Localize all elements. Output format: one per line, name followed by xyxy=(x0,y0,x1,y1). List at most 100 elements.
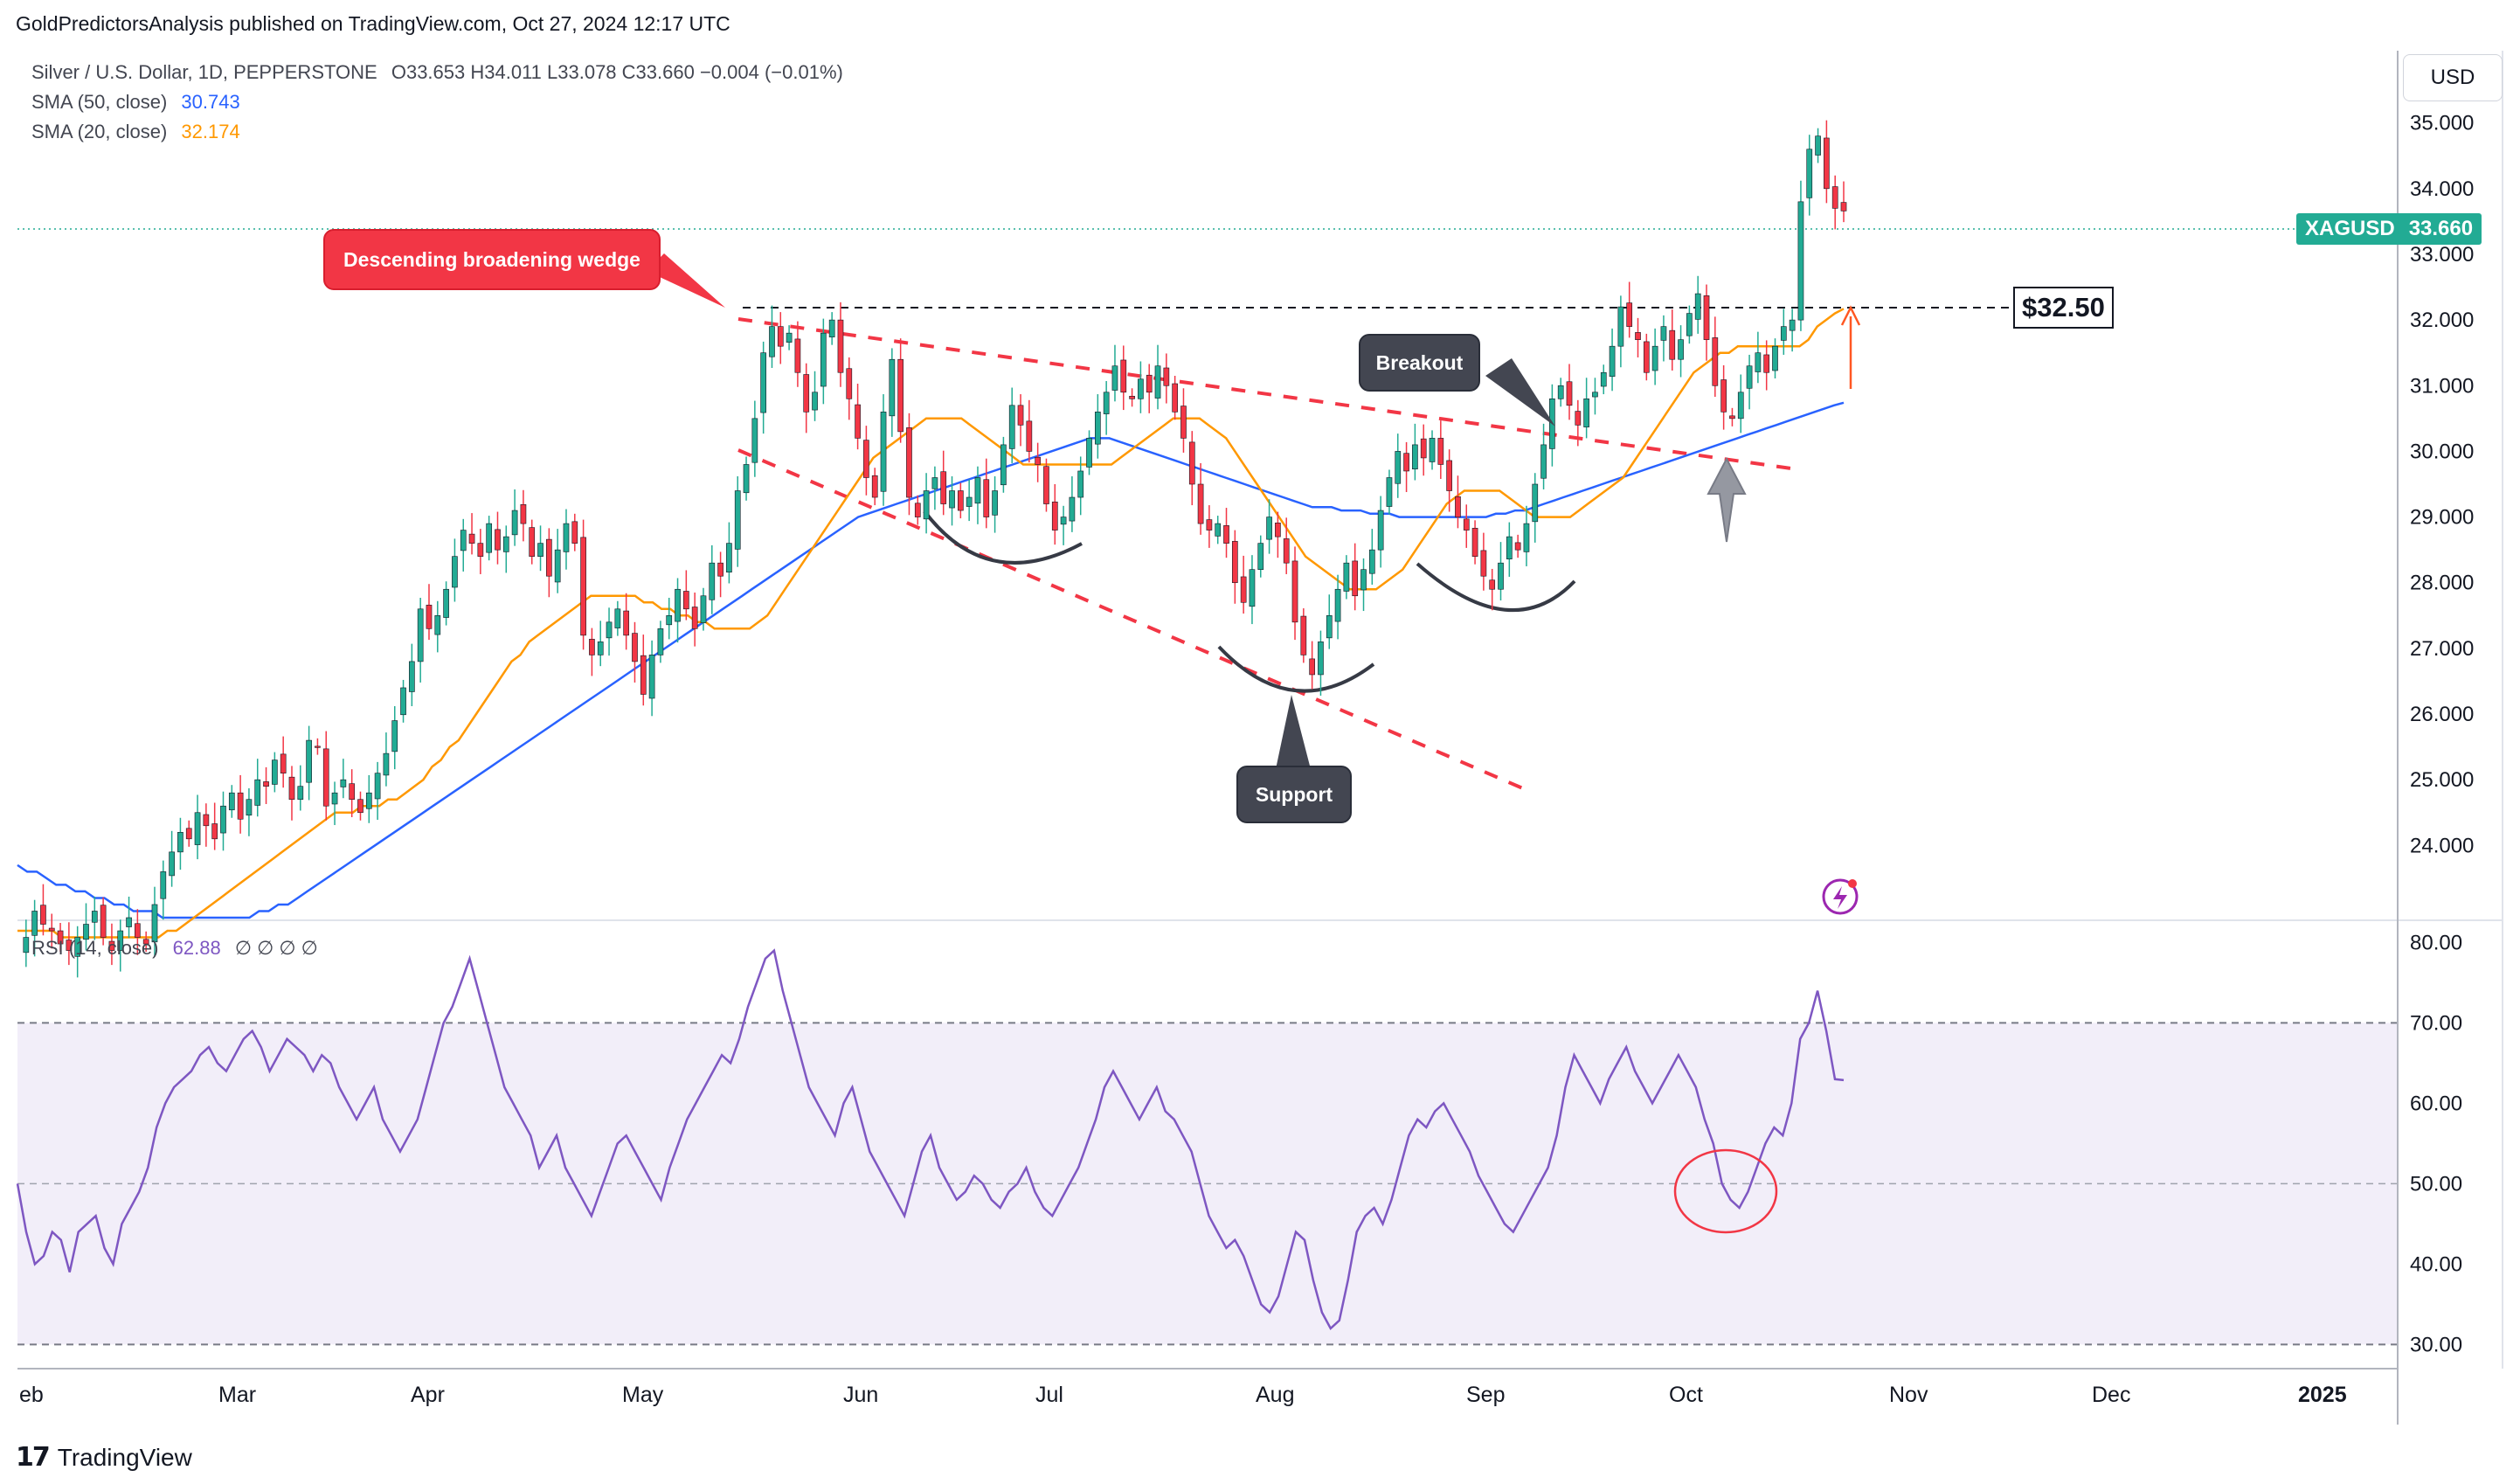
candle-body xyxy=(589,639,595,655)
candle-body xyxy=(855,404,861,439)
rsi-tick-label: 80.00 xyxy=(2410,931,2462,954)
candle-body xyxy=(306,739,312,783)
price-tick-label: 31.000 xyxy=(2410,374,2474,398)
candle-body xyxy=(914,503,921,517)
candle-body xyxy=(1498,562,1504,590)
candle-body xyxy=(1840,202,1847,212)
candle-body xyxy=(726,543,732,573)
price-axis-ticks: 24.000 25.000 26.000 27.000 28.000 29.000 30.0… xyxy=(2410,112,2474,858)
candle-body xyxy=(1188,441,1195,485)
candle-body xyxy=(760,352,767,413)
price-tick-label: 24.000 xyxy=(2410,834,2474,857)
candle-body xyxy=(923,490,930,520)
candle-body xyxy=(640,655,647,695)
legend-sma20-label: SMA (20, close) xyxy=(31,121,168,142)
candle-body xyxy=(1283,538,1290,564)
candle-body xyxy=(1309,658,1315,676)
candle-body xyxy=(74,937,81,957)
time-tick-label: Dec xyxy=(2092,1383,2130,1407)
candle-body xyxy=(597,641,604,655)
candle-body xyxy=(1720,379,1727,413)
candle-body xyxy=(1575,411,1582,426)
candle-body xyxy=(511,510,518,536)
candle-body xyxy=(169,851,175,877)
candle-body xyxy=(889,358,896,417)
time-tick-label: Jun xyxy=(843,1383,878,1407)
candle-body xyxy=(1231,541,1238,584)
candle-body xyxy=(537,543,543,557)
time-tick-label: eb xyxy=(19,1383,44,1407)
candle-body xyxy=(126,917,132,927)
candle-body xyxy=(177,832,183,853)
candle-body xyxy=(1420,438,1427,459)
candle-body xyxy=(228,792,235,811)
legend-rsi[interactable]: RSI (14, close) 62.88 ∅ ∅ ∅ ∅ xyxy=(31,937,318,960)
candle-body xyxy=(417,608,424,662)
candle-body xyxy=(1206,519,1213,530)
rsi-axis-ticks: 30.00 40.00 50.00 60.00 70.00 80.00 xyxy=(2410,931,2462,1356)
candle-body xyxy=(614,608,621,628)
candle-body xyxy=(546,538,552,577)
candle-body xyxy=(1755,352,1762,372)
rsi-tick-label: 60.00 xyxy=(2410,1092,2462,1115)
candle-body xyxy=(1429,438,1436,462)
breakout-callout: Breakout xyxy=(1359,334,1480,392)
candle-body xyxy=(254,779,261,806)
candle-body xyxy=(1463,518,1470,530)
candle-body xyxy=(828,319,835,337)
candle-body xyxy=(194,812,201,845)
candle-body xyxy=(1446,460,1452,491)
candle-body xyxy=(683,591,689,610)
candle-body xyxy=(580,537,586,636)
candle-body xyxy=(691,607,698,629)
candle-body xyxy=(1523,523,1530,552)
tradingview-logo[interactable]: 𝟭𝟳 TradingView xyxy=(16,1442,192,1473)
candle-body xyxy=(1557,385,1564,399)
legend-sma20[interactable]: SMA (20, close) 32.174 xyxy=(31,121,240,143)
time-tick-label: May xyxy=(622,1383,664,1407)
price-tick-label: 26.000 xyxy=(2410,703,2474,726)
candle-body xyxy=(906,427,912,498)
candle-body xyxy=(23,937,30,954)
candle-body xyxy=(151,904,158,943)
legend-sma50-label: SMA (50, close) xyxy=(31,91,168,113)
candle-body xyxy=(1043,466,1049,504)
candle-body xyxy=(803,374,810,413)
cup-arc-august xyxy=(1217,645,1375,693)
candle-body xyxy=(1154,365,1161,399)
candle-body xyxy=(571,521,578,544)
legend-sma50[interactable]: SMA (50, close) 30.743 xyxy=(31,91,240,114)
candle-body xyxy=(1163,367,1170,386)
candle-body xyxy=(1626,302,1633,327)
candle-body xyxy=(1532,483,1539,523)
candle-body xyxy=(1678,339,1684,360)
candle-body xyxy=(1489,579,1496,590)
level-label: $32.50 xyxy=(2013,287,2114,329)
candle-body xyxy=(31,911,38,936)
candle-body xyxy=(863,440,869,478)
candle-body xyxy=(1780,326,1787,341)
legend-symbol[interactable]: Silver / U.S. Dollar, 1D, PEPPERSTONE O3… xyxy=(31,61,843,84)
legend-rsi-value: 62.88 xyxy=(172,937,221,959)
candle-body xyxy=(1514,542,1521,551)
candle-body xyxy=(1651,345,1658,371)
candle-body xyxy=(1737,392,1744,420)
currency-button[interactable]: USD xyxy=(2403,54,2503,101)
candle-body xyxy=(1368,549,1375,574)
candle-body xyxy=(1257,543,1264,570)
candle-body xyxy=(365,792,372,809)
candle-body xyxy=(1111,365,1118,391)
candle-body xyxy=(1455,496,1461,517)
wedge-pointer xyxy=(647,253,725,308)
candle-body xyxy=(1609,345,1616,378)
candle-body xyxy=(495,529,501,551)
candle-body xyxy=(992,490,998,516)
candle-body xyxy=(1120,359,1127,393)
price-tick-label: 30.000 xyxy=(2410,440,2474,463)
candle-body xyxy=(357,799,363,814)
tradingview-logo-icon: 𝟭𝟳 xyxy=(16,1443,51,1472)
candle-body xyxy=(1086,438,1092,468)
candle-body xyxy=(280,753,287,773)
candle-body xyxy=(606,621,613,639)
candle-body xyxy=(1343,562,1350,592)
